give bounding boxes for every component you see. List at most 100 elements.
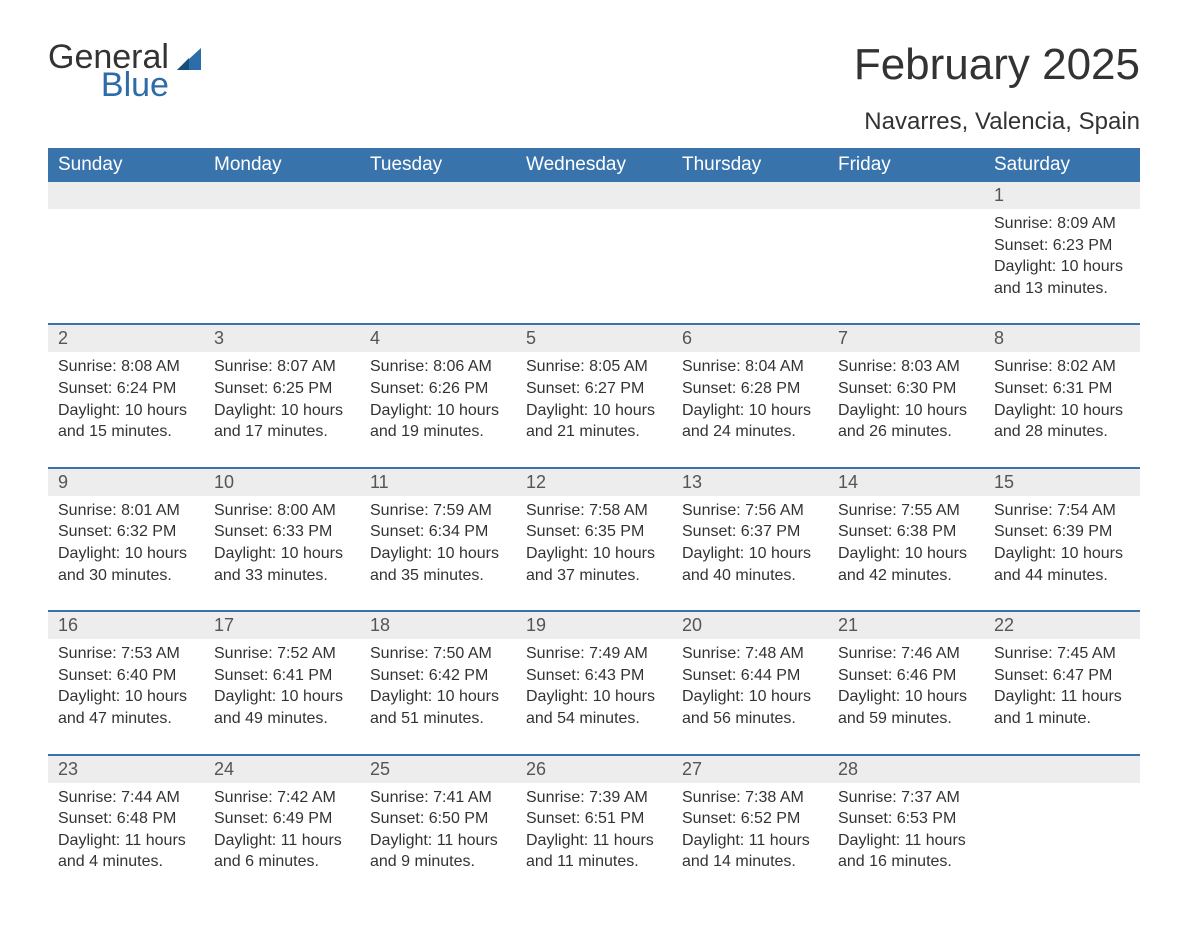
day-number: 10 [204,469,360,496]
calendar-week: 1Sunrise: 8:09 AMSunset: 6:23 PMDaylight… [48,182,1140,324]
day-body [48,209,204,319]
daylight-text: Daylight: 11 hours and 1 minute. [994,686,1130,729]
sunset-text: Sunset: 6:48 PM [58,808,194,830]
sunset-text: Sunset: 6:25 PM [214,378,350,400]
day-body: Sunrise: 8:08 AMSunset: 6:24 PMDaylight:… [48,352,204,466]
day-number: 25 [360,756,516,783]
day-number: 6 [672,325,828,352]
sunset-text: Sunset: 6:30 PM [838,378,974,400]
daylight-text: Daylight: 10 hours and 49 minutes. [214,686,350,729]
calendar-cell: 1Sunrise: 8:09 AMSunset: 6:23 PMDaylight… [984,182,1140,324]
sunset-text: Sunset: 6:39 PM [994,521,1130,543]
calendar-cell: 11Sunrise: 7:59 AMSunset: 6:34 PMDayligh… [360,468,516,611]
daylight-text: Daylight: 10 hours and 54 minutes. [526,686,662,729]
day-number: 7 [828,325,984,352]
day-body: Sunrise: 7:56 AMSunset: 6:37 PMDaylight:… [672,496,828,610]
day-number: 16 [48,612,204,639]
day-header: Friday [828,148,984,182]
daylight-text: Daylight: 10 hours and 51 minutes. [370,686,506,729]
calendar-cell: 10Sunrise: 8:00 AMSunset: 6:33 PMDayligh… [204,468,360,611]
day-number [360,182,516,209]
sunset-text: Sunset: 6:24 PM [58,378,194,400]
sunrise-text: Sunrise: 8:07 AM [214,356,350,378]
sunset-text: Sunset: 6:52 PM [682,808,818,830]
day-number: 14 [828,469,984,496]
calendar-cell: 17Sunrise: 7:52 AMSunset: 6:41 PMDayligh… [204,611,360,754]
day-header-row: SundayMondayTuesdayWednesdayThursdayFrid… [48,148,1140,182]
sunset-text: Sunset: 6:37 PM [682,521,818,543]
day-body: Sunrise: 8:01 AMSunset: 6:32 PMDaylight:… [48,496,204,610]
calendar-cell: 6Sunrise: 8:04 AMSunset: 6:28 PMDaylight… [672,324,828,467]
day-body [984,783,1140,893]
day-number: 4 [360,325,516,352]
sunrise-text: Sunrise: 7:54 AM [994,500,1130,522]
page-header: General Blue February 2025 [48,40,1140,102]
calendar-week: 9Sunrise: 8:01 AMSunset: 6:32 PMDaylight… [48,468,1140,611]
sunrise-text: Sunrise: 8:05 AM [526,356,662,378]
daylight-text: Daylight: 10 hours and 35 minutes. [370,543,506,586]
day-body: Sunrise: 7:58 AMSunset: 6:35 PMDaylight:… [516,496,672,610]
day-header: Wednesday [516,148,672,182]
day-body [360,209,516,319]
daylight-text: Daylight: 10 hours and 33 minutes. [214,543,350,586]
sunrise-text: Sunrise: 8:09 AM [994,213,1130,235]
day-body [828,209,984,319]
calendar-cell: 8Sunrise: 8:02 AMSunset: 6:31 PMDaylight… [984,324,1140,467]
day-number: 23 [48,756,204,783]
location-subtitle: Navarres, Valencia, Spain [48,108,1140,136]
sunrise-text: Sunrise: 8:01 AM [58,500,194,522]
sunrise-text: Sunrise: 7:45 AM [994,643,1130,665]
day-number: 19 [516,612,672,639]
day-number: 17 [204,612,360,639]
sunrise-text: Sunrise: 7:41 AM [370,787,506,809]
sunrise-text: Sunrise: 8:04 AM [682,356,818,378]
calendar-cell: 28Sunrise: 7:37 AMSunset: 6:53 PMDayligh… [828,755,984,897]
calendar-cell: 5Sunrise: 8:05 AMSunset: 6:27 PMDaylight… [516,324,672,467]
daylight-text: Daylight: 10 hours and 21 minutes. [526,400,662,443]
daylight-text: Daylight: 10 hours and 17 minutes. [214,400,350,443]
calendar-cell: 3Sunrise: 8:07 AMSunset: 6:25 PMDaylight… [204,324,360,467]
sunrise-text: Sunrise: 7:48 AM [682,643,818,665]
daylight-text: Daylight: 11 hours and 6 minutes. [214,830,350,873]
calendar-cell [828,182,984,324]
day-body: Sunrise: 7:39 AMSunset: 6:51 PMDaylight:… [516,783,672,897]
day-body: Sunrise: 8:04 AMSunset: 6:28 PMDaylight:… [672,352,828,466]
sunset-text: Sunset: 6:32 PM [58,521,194,543]
sunset-text: Sunset: 6:46 PM [838,665,974,687]
sunset-text: Sunset: 6:51 PM [526,808,662,830]
sunset-text: Sunset: 6:33 PM [214,521,350,543]
day-body: Sunrise: 8:00 AMSunset: 6:33 PMDaylight:… [204,496,360,610]
day-body [672,209,828,319]
day-body: Sunrise: 7:50 AMSunset: 6:42 PMDaylight:… [360,639,516,753]
day-number: 28 [828,756,984,783]
day-header: Tuesday [360,148,516,182]
day-header: Saturday [984,148,1140,182]
calendar-cell [672,182,828,324]
daylight-text: Daylight: 11 hours and 11 minutes. [526,830,662,873]
daylight-text: Daylight: 10 hours and 19 minutes. [370,400,506,443]
calendar-cell: 21Sunrise: 7:46 AMSunset: 6:46 PMDayligh… [828,611,984,754]
daylight-text: Daylight: 11 hours and 4 minutes. [58,830,194,873]
day-body: Sunrise: 8:09 AMSunset: 6:23 PMDaylight:… [984,209,1140,323]
sunset-text: Sunset: 6:31 PM [994,378,1130,400]
sunrise-text: Sunrise: 7:37 AM [838,787,974,809]
calendar-table: SundayMondayTuesdayWednesdayThursdayFrid… [48,148,1140,897]
calendar-cell: 23Sunrise: 7:44 AMSunset: 6:48 PMDayligh… [48,755,204,897]
sunset-text: Sunset: 6:34 PM [370,521,506,543]
day-header: Thursday [672,148,828,182]
day-body: Sunrise: 7:38 AMSunset: 6:52 PMDaylight:… [672,783,828,897]
day-body: Sunrise: 7:48 AMSunset: 6:44 PMDaylight:… [672,639,828,753]
day-number: 13 [672,469,828,496]
daylight-text: Daylight: 11 hours and 14 minutes. [682,830,818,873]
sunset-text: Sunset: 6:35 PM [526,521,662,543]
day-number: 20 [672,612,828,639]
calendar-cell [360,182,516,324]
sunrise-text: Sunrise: 7:50 AM [370,643,506,665]
sunrise-text: Sunrise: 7:52 AM [214,643,350,665]
day-body: Sunrise: 8:05 AMSunset: 6:27 PMDaylight:… [516,352,672,466]
daylight-text: Daylight: 10 hours and 26 minutes. [838,400,974,443]
day-number [48,182,204,209]
day-number: 22 [984,612,1140,639]
daylight-text: Daylight: 10 hours and 30 minutes. [58,543,194,586]
daylight-text: Daylight: 10 hours and 56 minutes. [682,686,818,729]
